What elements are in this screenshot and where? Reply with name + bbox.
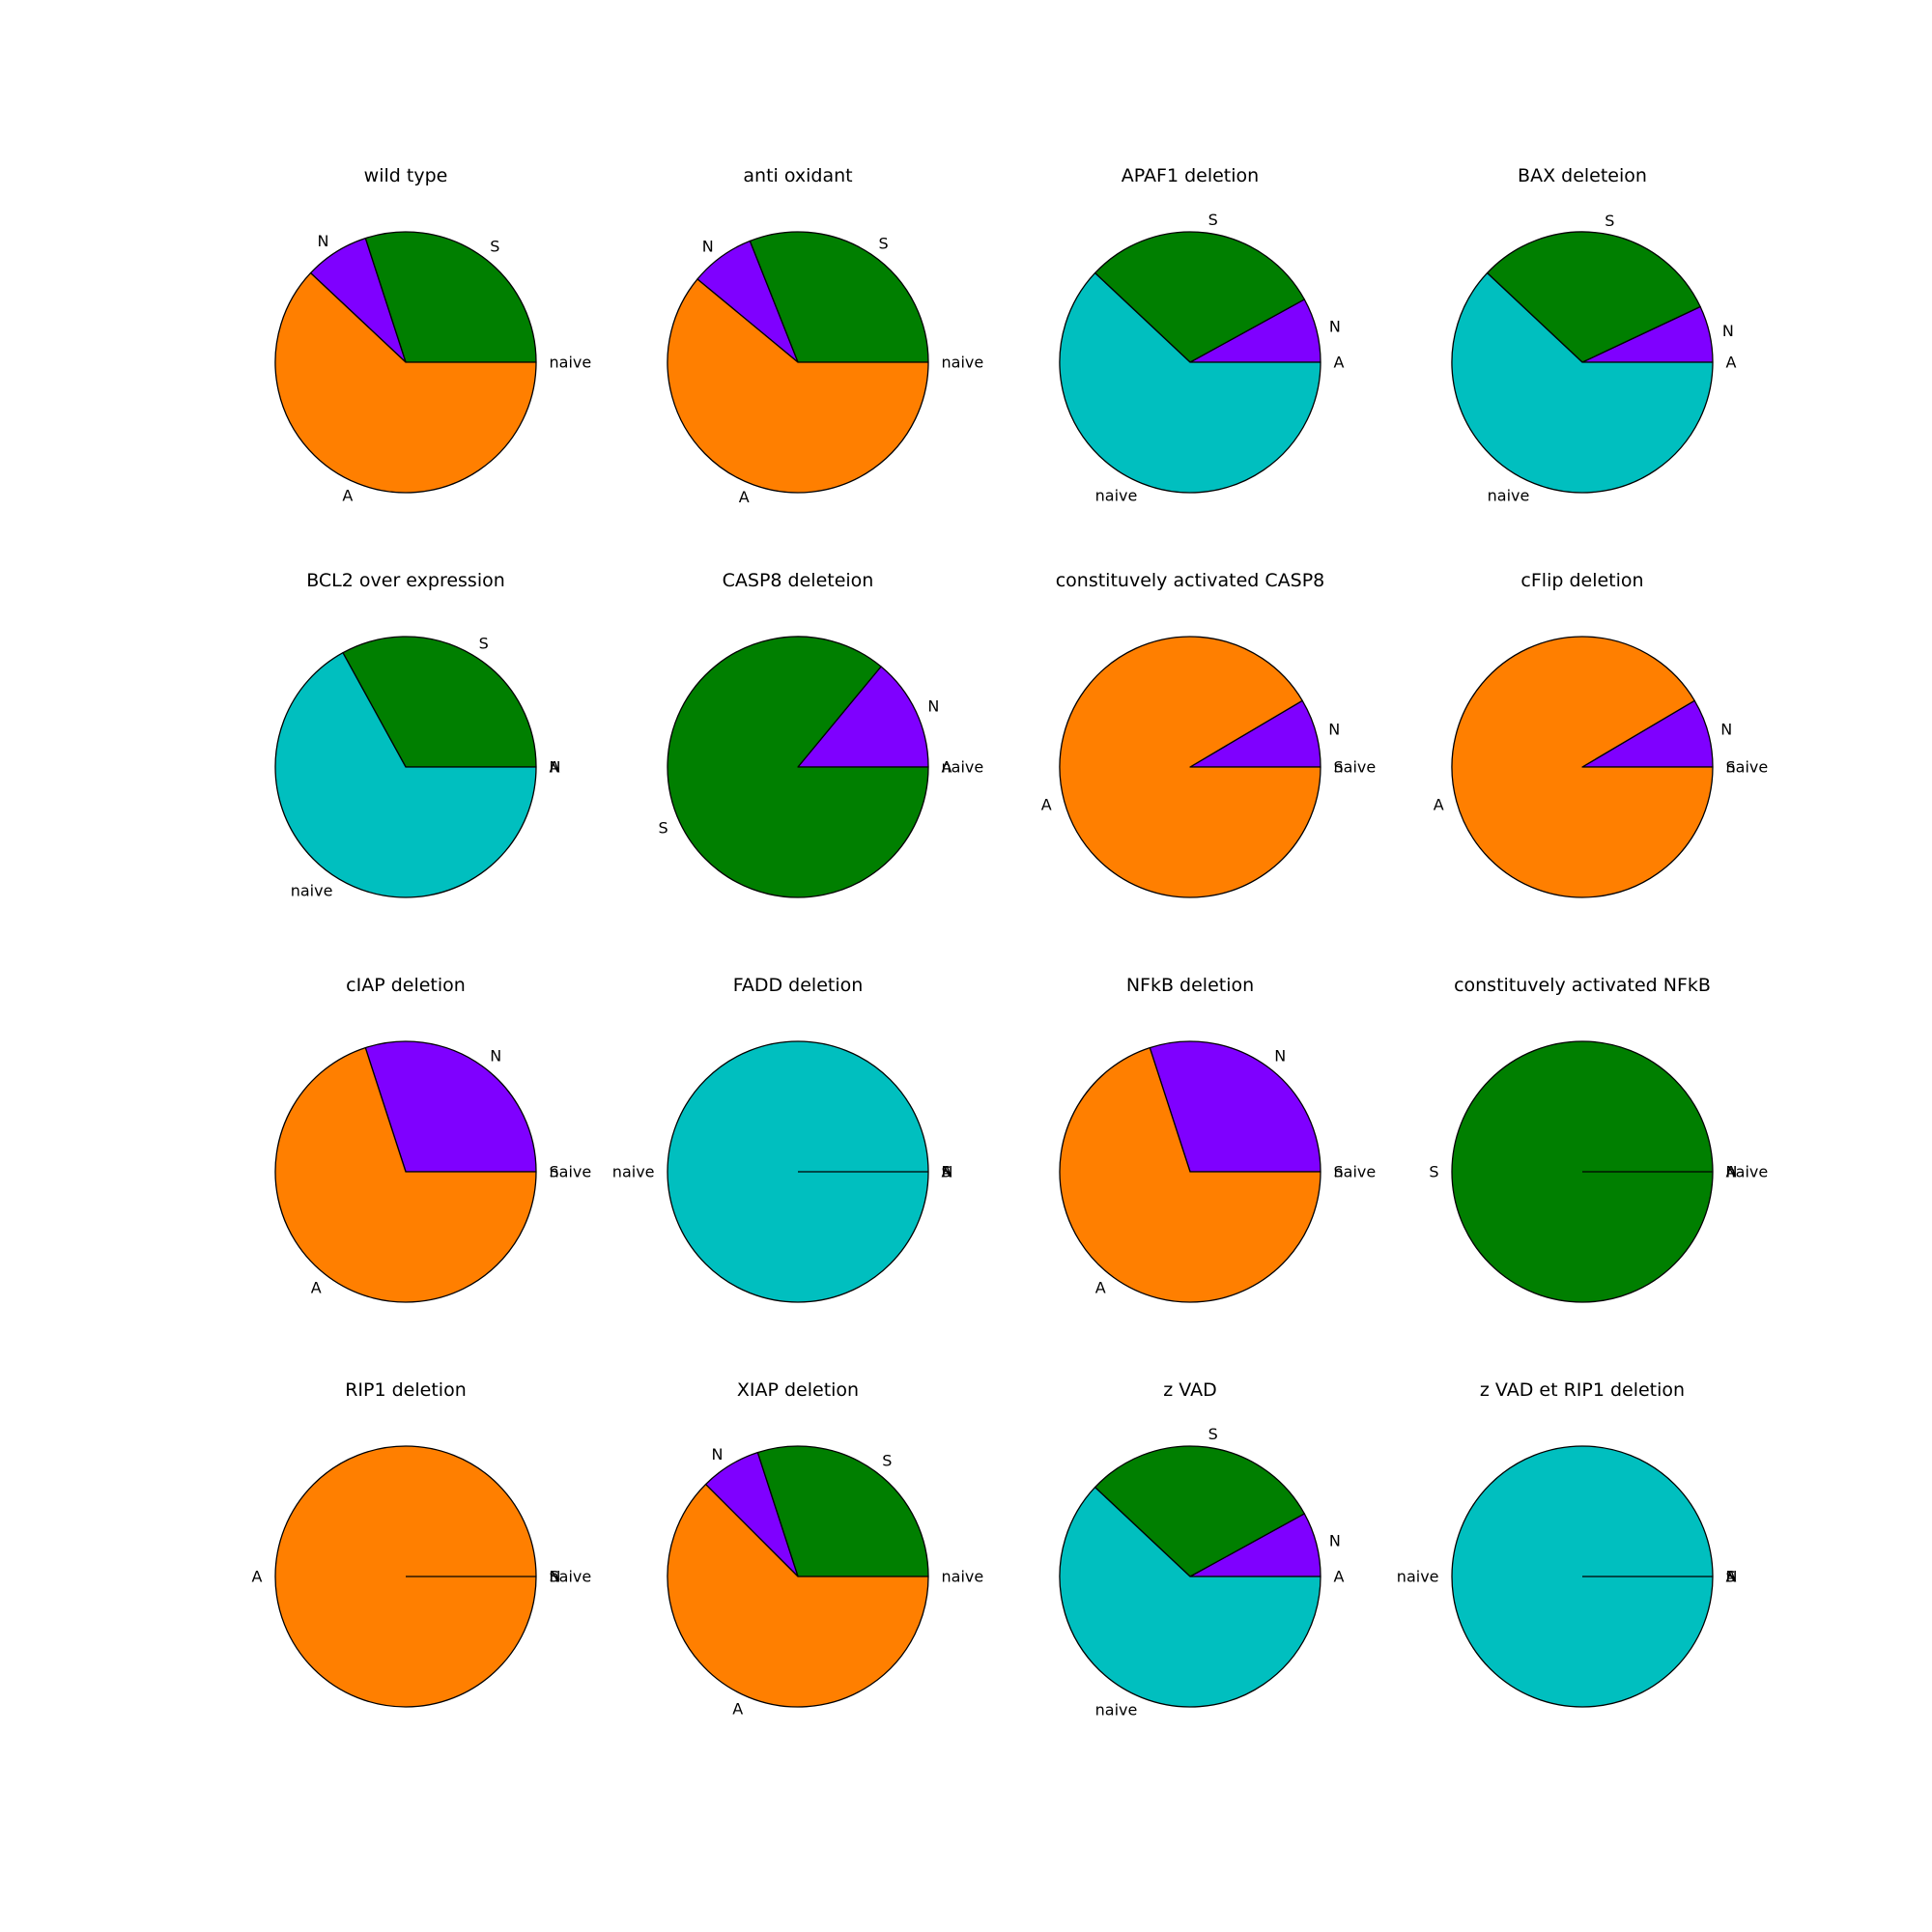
slice-label: N xyxy=(550,1568,561,1586)
chart-title: cFlip deletion xyxy=(1520,570,1643,591)
slice-label: naive xyxy=(1095,487,1138,505)
slice-label: A xyxy=(732,1700,743,1719)
chart-title: FADD deletion xyxy=(733,975,864,996)
slice-label: naive xyxy=(1488,487,1530,505)
slice-label: A xyxy=(1334,354,1345,372)
slice-label: naive xyxy=(1397,1568,1439,1586)
chart-title: APAF1 deletion xyxy=(1122,165,1259,186)
slice-label: A xyxy=(1334,1568,1345,1586)
slice-label: S xyxy=(1726,758,1736,777)
slice-label: S xyxy=(1726,1568,1736,1586)
chart-title: cIAP deletion xyxy=(346,975,466,996)
chart-title: NFkB deletion xyxy=(1126,975,1254,996)
pie-slice xyxy=(275,1446,536,1707)
slice-label: S xyxy=(1429,1163,1438,1181)
slice-label: S xyxy=(1334,758,1344,777)
chart-title: constituvely activated NFkB xyxy=(1454,975,1711,996)
chart-title: anti oxidant xyxy=(743,165,852,186)
slice-label: N xyxy=(1328,720,1340,738)
slice-label: N xyxy=(1274,1046,1286,1065)
chart-title: z VAD et RIP1 deletion xyxy=(1480,1379,1685,1401)
slice-label: S xyxy=(882,1451,892,1469)
chart-title: constituvely activated CASP8 xyxy=(1056,570,1325,591)
pie-slice xyxy=(668,1041,928,1302)
slice-label: naive xyxy=(612,1163,655,1181)
slice-label: N xyxy=(927,696,939,715)
slice-label: A xyxy=(1041,796,1052,814)
pie-slice xyxy=(1452,1446,1713,1707)
slice-label: N xyxy=(1720,720,1732,738)
slice-label: N xyxy=(490,1046,501,1065)
slice-label: S xyxy=(1208,211,1218,229)
slice-label: N xyxy=(550,758,561,777)
chart-title: BAX deleteion xyxy=(1518,165,1647,186)
chart-title: BCL2 over expression xyxy=(306,570,505,591)
slice-label: naive xyxy=(1095,1701,1138,1719)
slice-label: S xyxy=(1334,1163,1344,1181)
slice-label: S xyxy=(878,235,888,253)
slice-label: A xyxy=(1434,796,1444,814)
slice-label: N xyxy=(1726,1163,1738,1181)
slice-label: A xyxy=(1726,354,1737,372)
slice-label: A xyxy=(252,1568,263,1586)
chart-title: CASP8 deleteion xyxy=(723,570,874,591)
pie-slice xyxy=(1452,637,1713,897)
slice-label: naive xyxy=(942,1568,984,1586)
slice-label: N xyxy=(1329,1532,1341,1550)
pie-slice xyxy=(1060,637,1321,897)
slice-label: S xyxy=(550,1163,559,1181)
slice-label: naive xyxy=(942,354,984,372)
slice-label: S xyxy=(479,635,489,653)
slice-label: A xyxy=(1095,1279,1106,1297)
slice-label: naive xyxy=(550,354,592,372)
slice-label: A xyxy=(739,488,750,506)
chart-title: z VAD xyxy=(1163,1379,1216,1401)
slice-label: naive xyxy=(291,881,333,899)
slice-label: S xyxy=(1208,1425,1218,1443)
slice-label: N xyxy=(702,237,714,255)
slice-label: S xyxy=(1605,212,1614,230)
slice-label: S xyxy=(942,1163,952,1181)
pie-slice xyxy=(1452,1041,1713,1302)
chart-title: wild type xyxy=(364,165,448,186)
chart-title: RIP1 deletion xyxy=(345,1379,467,1401)
slice-label: N xyxy=(1329,318,1341,336)
slice-label: N xyxy=(1722,322,1734,340)
slice-label: S xyxy=(490,237,499,255)
slice-label: A xyxy=(311,1279,322,1297)
slice-label: A xyxy=(942,758,952,777)
slice-label: A xyxy=(342,487,353,505)
slice-label: N xyxy=(711,1445,723,1463)
slice-label: S xyxy=(658,819,668,838)
chart-title: XIAP deletion xyxy=(737,1379,859,1401)
slice-label: N xyxy=(317,232,328,250)
